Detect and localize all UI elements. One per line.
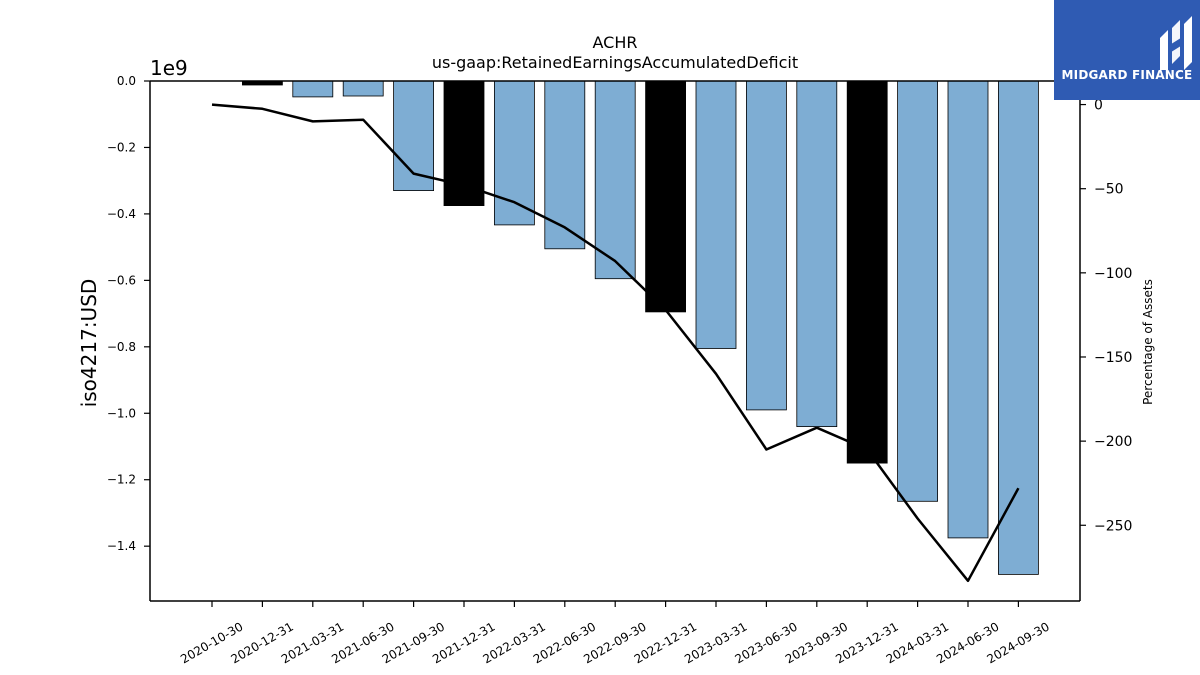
bar (645, 80, 686, 313)
y-tick-label: −1.2 (107, 473, 136, 487)
line-series (211, 103, 1020, 583)
bar (342, 80, 384, 97)
bar (897, 80, 938, 502)
bar (746, 80, 787, 411)
line-layer (211, 103, 1020, 583)
bar (695, 80, 737, 349)
y-tick-label: −1.4 (107, 539, 136, 553)
chart-subtitle: us-gaap:RetainedEarningsAccumulatedDefic… (432, 53, 798, 72)
y2-tick-label: −200 (1094, 434, 1132, 450)
y-tick-label: −0.4 (107, 207, 136, 221)
y-tick-label: −0.2 (107, 140, 136, 154)
y-tick-label: 0.0 (117, 74, 136, 88)
bar (796, 80, 838, 428)
y-tick-label: −0.8 (107, 340, 136, 354)
bar (292, 80, 334, 98)
bar (947, 80, 989, 539)
midgard-logo-icon (1160, 16, 1192, 70)
y2-tick-label: −250 (1094, 518, 1132, 534)
chart-title: ACHR (593, 33, 638, 52)
brand-name: MIDGARD FINANCE (1061, 68, 1193, 82)
bar (544, 80, 586, 250)
y-offset-label: 1e9 (150, 56, 188, 80)
bar (594, 80, 636, 280)
y2-axis-label: Percentage of Assets (1141, 279, 1155, 405)
brand-logo: MIDGARD FINANCE (1054, 0, 1200, 100)
bar (998, 80, 1039, 575)
y2-tick-label: −150 (1094, 350, 1132, 366)
y2-tick-label: −100 (1094, 266, 1132, 282)
bar (443, 80, 485, 206)
y2-tick-label: 0 (1094, 98, 1103, 114)
y-tick-label: −1.0 (107, 406, 136, 420)
y-axis-label: iso4217:USD (77, 279, 101, 408)
y-tick-label: −0.6 (107, 273, 136, 287)
y2-tick-label: −50 (1094, 182, 1124, 198)
bar (846, 80, 888, 464)
bars-layer (241, 80, 1039, 575)
